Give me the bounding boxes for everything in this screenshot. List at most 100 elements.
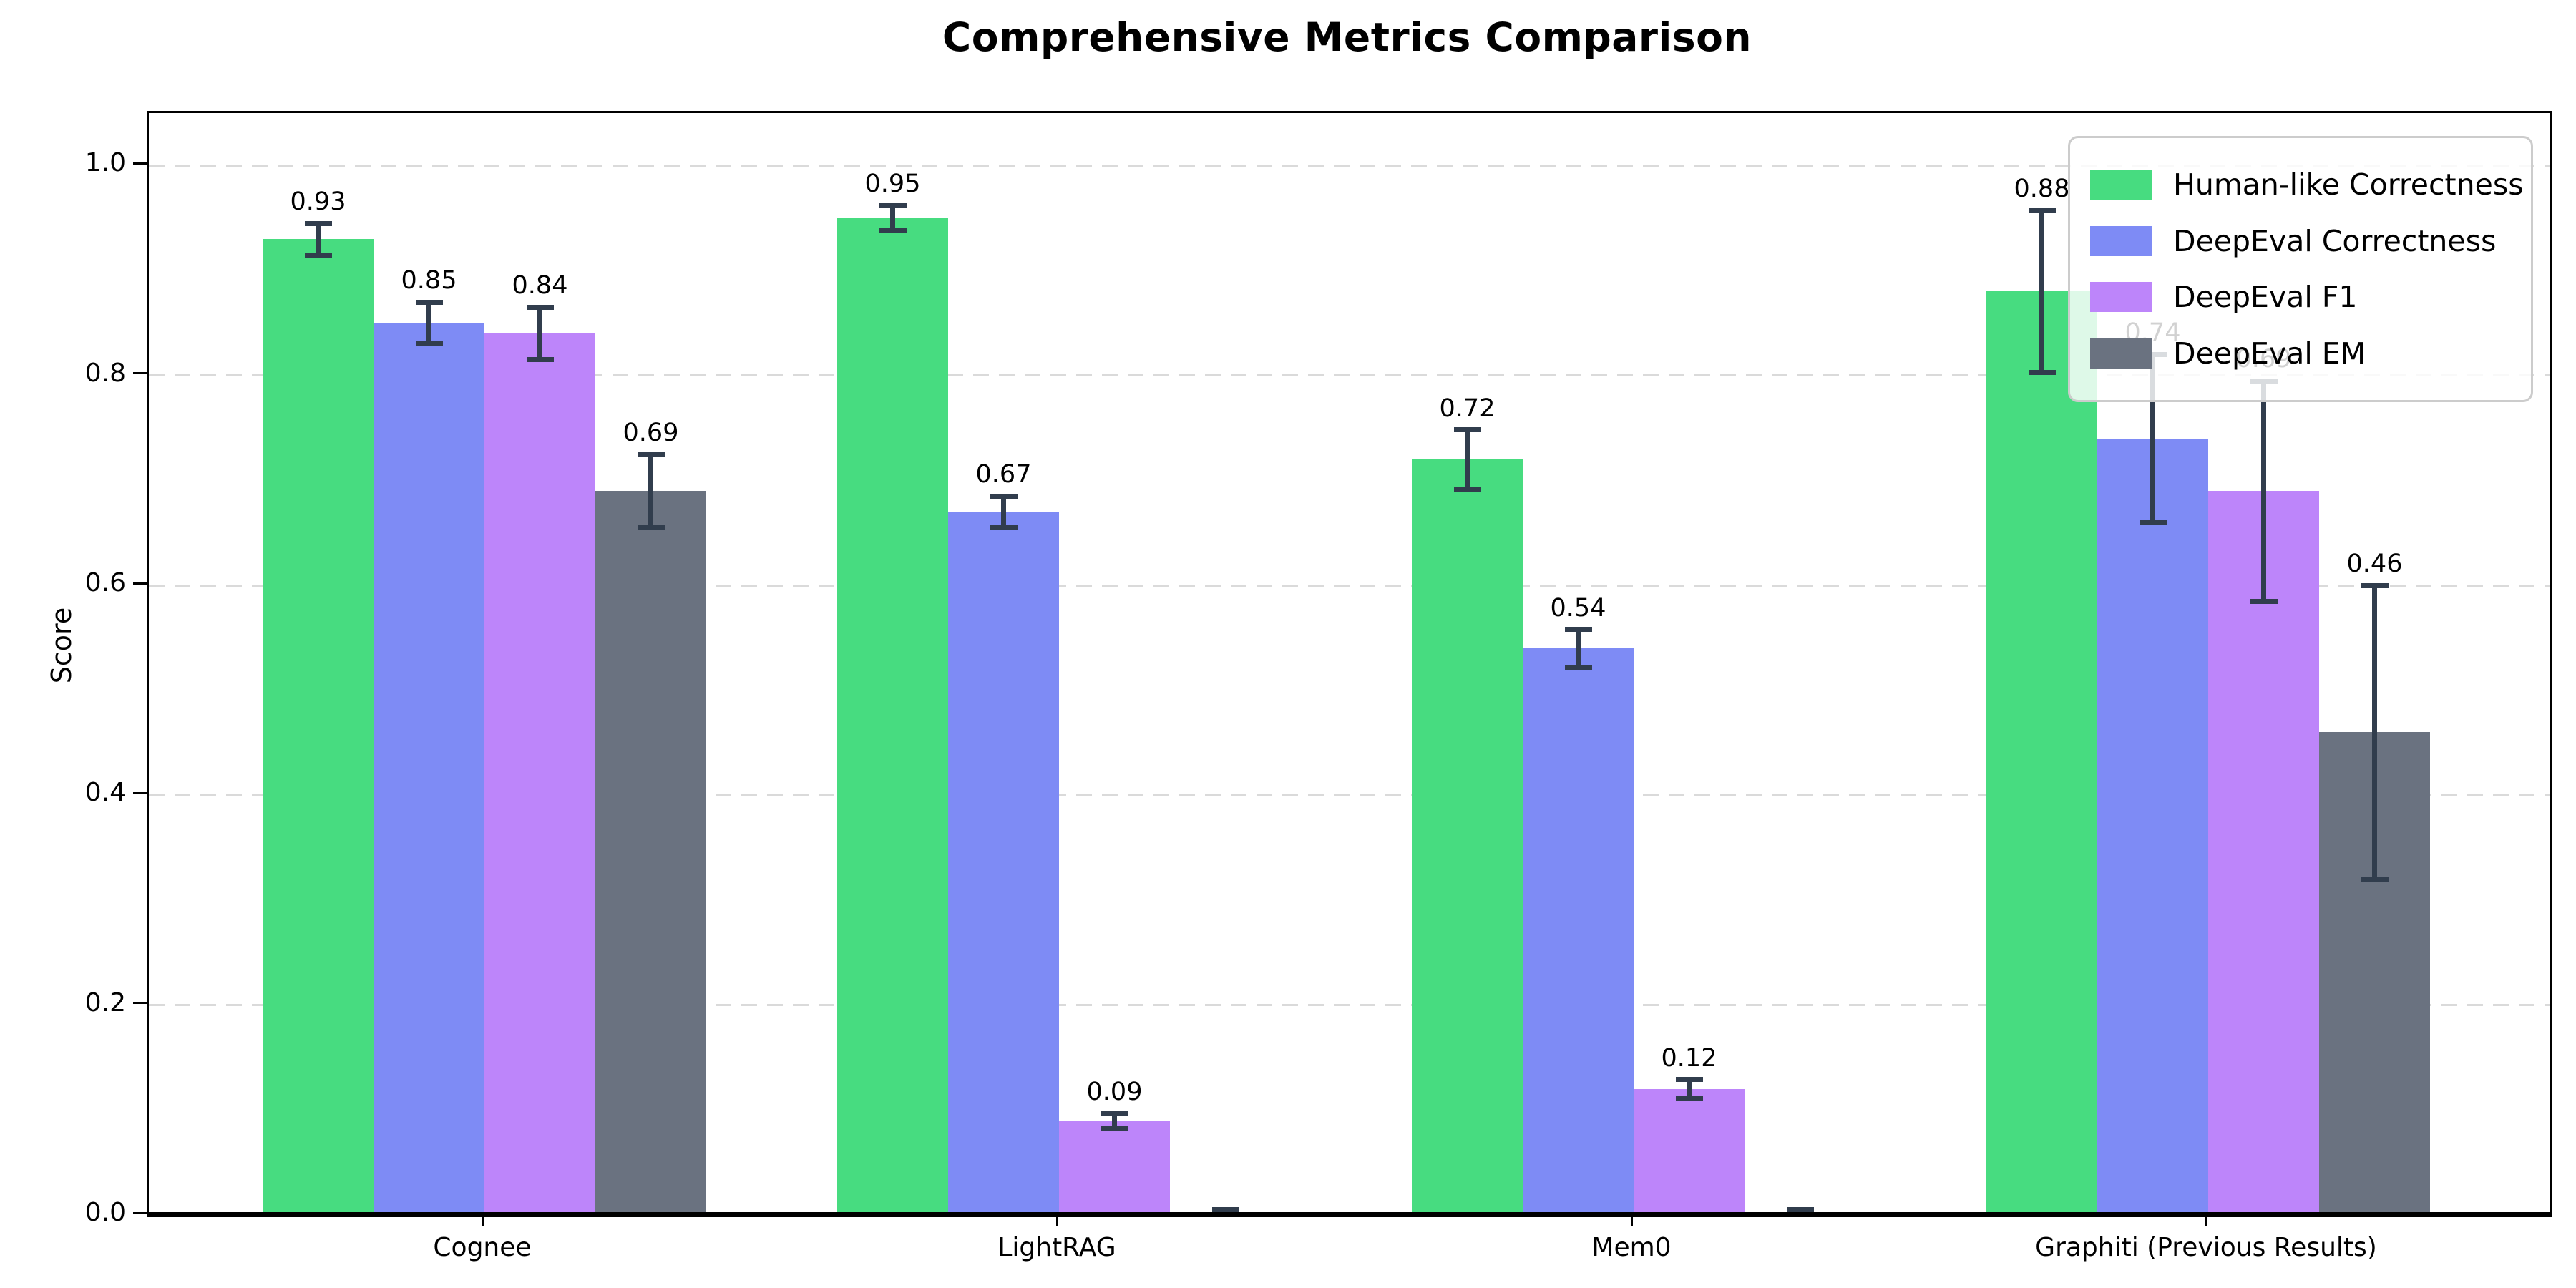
error-bar-cap — [526, 304, 554, 310]
error-bar-cap — [2028, 208, 2056, 213]
error-bar-cap — [526, 357, 554, 363]
gridline — [149, 794, 2550, 796]
legend-item: DeepEval F1 — [2090, 280, 2511, 314]
bar — [948, 512, 1059, 1215]
error-bar-cap — [1675, 1077, 1703, 1083]
error-bar — [1576, 629, 1581, 668]
bar — [837, 218, 948, 1215]
x-tick-label: LightRAG — [997, 1233, 1116, 1262]
legend-swatch — [2090, 225, 2152, 256]
bar-value-label: 0.84 — [512, 271, 568, 301]
error-bar-cap — [1564, 664, 1592, 670]
error-bar-cap — [879, 203, 907, 208]
bar-value-label: 0.85 — [401, 266, 457, 295]
bar — [263, 239, 374, 1215]
error-bar — [1112, 1113, 1117, 1128]
x-tick — [1055, 1215, 1058, 1226]
error-bar-cap — [2028, 369, 2056, 375]
error-bar-cap — [637, 525, 665, 530]
bar-value-label: 0.69 — [623, 418, 679, 447]
error-bar-cap — [1101, 1111, 1128, 1116]
error-bar — [1687, 1079, 1692, 1099]
x-tick — [2205, 1215, 2207, 1226]
legend-label: DeepEval F1 — [2173, 280, 2358, 315]
bar — [2208, 491, 2319, 1215]
bar-value-label: 0.88 — [2014, 175, 2070, 204]
legend: Human-like Correctness DeepEval Correctne… — [2068, 136, 2533, 402]
error-bar-cap — [1101, 1125, 1128, 1131]
y-tick-label: 0.2 — [84, 987, 126, 1018]
legend-label: DeepEval Correctness — [2173, 223, 2497, 258]
legend-label: Human-like Correctness — [2173, 167, 2524, 202]
error-bar — [2261, 381, 2266, 601]
bar-value-label: 0.54 — [1550, 593, 1606, 623]
error-bar-cap — [1564, 627, 1592, 633]
x-tick-label: Graphiti (Previous Results) — [2035, 1233, 2377, 1262]
y-tick-label: 0.6 — [84, 568, 126, 597]
y-tick-label: 0.8 — [84, 358, 126, 388]
error-bar-cap — [879, 228, 907, 233]
y-tick — [133, 1002, 147, 1005]
bar-value-label: 0.12 — [1661, 1043, 1717, 1073]
bar — [595, 491, 706, 1215]
legend-item: DeepEval EM — [2090, 336, 2511, 371]
gridline — [149, 164, 2550, 167]
y-tick — [133, 791, 147, 794]
error-bar-cap — [2250, 598, 2278, 604]
bar — [1059, 1121, 1170, 1215]
bar — [1634, 1089, 1745, 1215]
error-bar — [648, 454, 653, 528]
x-axis-line — [149, 1212, 2550, 1215]
error-bar-cap — [990, 493, 1018, 499]
bar — [374, 323, 484, 1215]
error-bar-cap — [2361, 582, 2389, 588]
error-bar-cap — [1211, 1207, 1239, 1213]
y-tick-label: 0.0 — [84, 1198, 126, 1227]
error-bar — [537, 307, 542, 360]
bar — [1523, 648, 1634, 1215]
y-tick — [133, 372, 147, 375]
error-bar-cap — [304, 252, 332, 258]
legend-swatch — [2090, 282, 2152, 313]
error-bar-cap — [990, 525, 1018, 530]
error-bar — [1465, 429, 1470, 489]
y-tick-label: 1.0 — [84, 148, 126, 178]
bar — [484, 333, 595, 1215]
bar — [1986, 291, 2097, 1215]
plot-area: Human-like Correctness DeepEval Correctne… — [147, 111, 2552, 1217]
y-tick — [133, 1211, 147, 1214]
error-bar-cap — [637, 452, 665, 457]
error-bar — [316, 223, 321, 255]
error-bar-cap — [1675, 1096, 1703, 1101]
x-tick-label: Mem0 — [1591, 1233, 1672, 1262]
error-bar-cap — [2139, 519, 2167, 525]
bar — [1412, 459, 1523, 1215]
bar-value-label: 0.93 — [290, 187, 346, 216]
chart-title: Comprehensive Metrics Comparison — [942, 14, 1752, 60]
x-tick — [481, 1215, 484, 1226]
legend-item: DeepEval Correctness — [2090, 224, 2511, 258]
bar — [2097, 438, 2208, 1215]
x-tick-label: Cognee — [433, 1233, 532, 1262]
y-tick — [133, 582, 147, 585]
bar-value-label: 0.72 — [1439, 394, 1496, 423]
legend-label: DeepEval EM — [2173, 336, 2366, 371]
bar-value-label: 0.67 — [975, 460, 1032, 489]
gridline — [149, 584, 2550, 587]
legend-swatch — [2090, 169, 2152, 200]
bar-value-label: 0.46 — [2346, 550, 2403, 578]
error-bar-cap — [1786, 1207, 1814, 1213]
bar-value-label: 0.09 — [1086, 1077, 1143, 1106]
legend-swatch — [2090, 338, 2152, 369]
y-tick-label: 0.4 — [84, 778, 126, 808]
error-bar-cap — [1453, 427, 1481, 433]
legend-item: Human-like Correctness — [2090, 167, 2524, 202]
gridline — [149, 1004, 2550, 1007]
error-bar-cap — [415, 299, 443, 305]
error-bar — [2150, 354, 2155, 522]
y-tick — [133, 162, 147, 165]
error-bar-cap — [304, 220, 332, 226]
error-bar-cap — [415, 341, 443, 347]
x-tick — [1630, 1215, 1633, 1226]
